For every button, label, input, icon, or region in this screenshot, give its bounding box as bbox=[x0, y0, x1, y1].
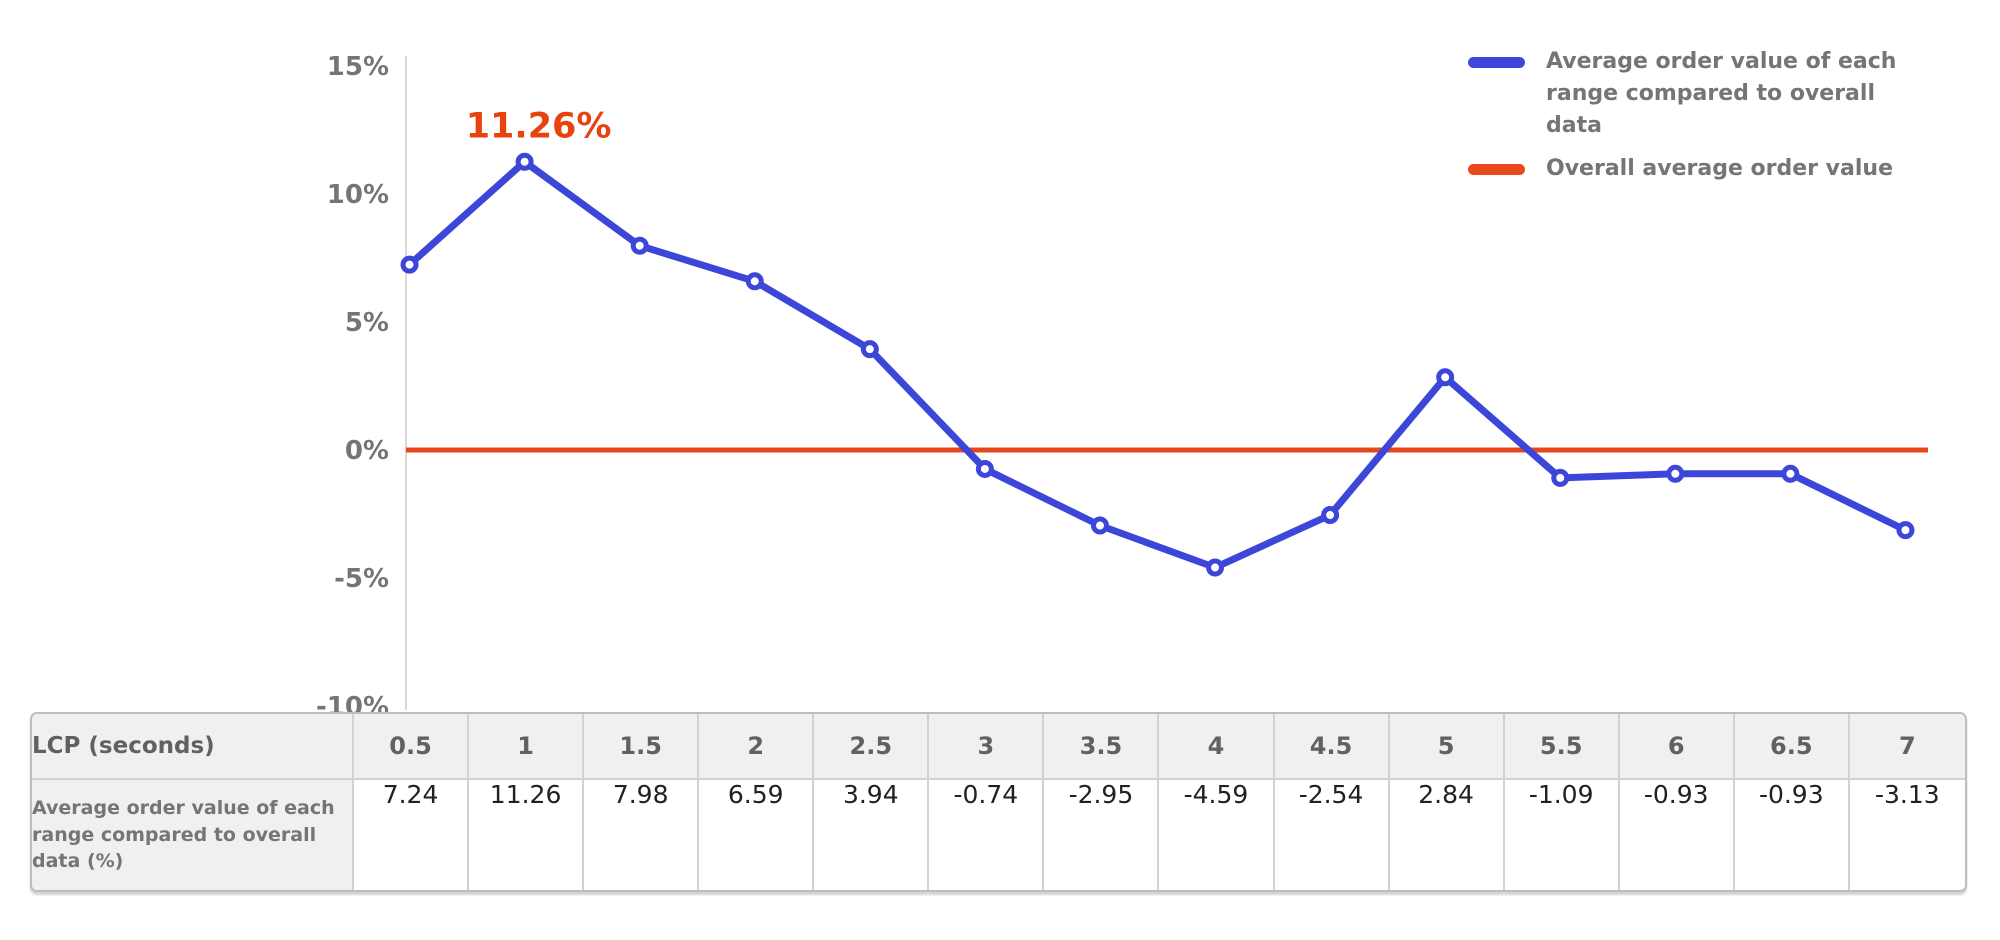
table-header-lcp-value: 5 bbox=[1389, 714, 1505, 780]
data-point-marker bbox=[400, 255, 419, 274]
y-axis-tick-label: 10% bbox=[327, 180, 389, 210]
table-header-lcp-value: 1.5 bbox=[584, 714, 700, 780]
table-cell-value: -1.09 bbox=[1504, 780, 1620, 890]
table-cell-value: 6.59 bbox=[699, 780, 815, 890]
table-header-lcp-value: 1 bbox=[469, 714, 585, 780]
table-header-lcp-value: 4.5 bbox=[1274, 714, 1390, 780]
table-header-lcp-value: 3 bbox=[929, 714, 1045, 780]
y-axis-tick-label: -10% bbox=[316, 692, 389, 712]
y-axis-tick-label: -5% bbox=[334, 564, 389, 594]
table-header-lcp-value: 4 bbox=[1159, 714, 1275, 780]
table-header-lcp-value: 6 bbox=[1619, 714, 1735, 780]
table-header-lcp-value: 0.5 bbox=[354, 714, 470, 780]
table-header-lcp-value: 7 bbox=[1849, 714, 1965, 780]
data-point-marker bbox=[1090, 516, 1109, 535]
table-header-lcp-value: 2.5 bbox=[814, 714, 930, 780]
data-point-marker bbox=[515, 152, 534, 171]
table-cell-value: 3.94 bbox=[814, 780, 930, 890]
table-row-label: Average order value of each range compar… bbox=[32, 780, 354, 890]
legend-label-range-aov: Average order value of each range compar… bbox=[1546, 49, 1897, 138]
data-point-marker bbox=[975, 459, 994, 478]
data-point-marker bbox=[1551, 468, 1570, 487]
legend-swatch-blue-line bbox=[1468, 57, 1525, 68]
data-point-marker bbox=[860, 340, 879, 359]
aov-range-line bbox=[406, 158, 1909, 572]
table-header-row: LCP (seconds) 0.5 1 1.5 2 2.5 3 3.5 4 4.5 5 5.5 6 6.5… bbox=[32, 714, 1965, 780]
data-point-marker bbox=[745, 272, 764, 291]
data-point-marker bbox=[1781, 464, 1800, 483]
table-cell-value: 7.98 bbox=[584, 780, 700, 890]
data-point-marker bbox=[1896, 521, 1915, 540]
table-header-lcp-label: LCP (seconds) bbox=[32, 714, 354, 780]
y-axis-tick-label: 0% bbox=[345, 436, 389, 466]
data-point-marker bbox=[1321, 506, 1340, 525]
table-value-row: Average order value of each range compar… bbox=[32, 780, 1965, 890]
y-axis-tick-label: 15% bbox=[327, 52, 389, 82]
legend-swatch-red-line bbox=[1468, 164, 1525, 175]
y-axis-tick-label: 5% bbox=[345, 308, 389, 338]
table-cell-value: -3.13 bbox=[1849, 780, 1965, 890]
table-header-lcp-value: 3.5 bbox=[1044, 714, 1160, 780]
peak-value-annotation: 11.26% bbox=[466, 107, 612, 147]
data-point-marker bbox=[1206, 558, 1225, 577]
lcp-data-table: LCP (seconds) 0.5 1 1.5 2 2.5 3 3.5 4 4.5 5 5.5 6 6.5… bbox=[30, 712, 1967, 892]
table-cell-value: -2.95 bbox=[1044, 780, 1160, 890]
table-cell-value: -0.93 bbox=[1734, 780, 1850, 890]
legend-item-range-aov: Average order value of each range compar… bbox=[1468, 46, 1928, 142]
data-point-marker bbox=[630, 236, 649, 255]
table-cell-value: -4.59 bbox=[1159, 780, 1275, 890]
table-header-lcp-value: 5.5 bbox=[1504, 714, 1620, 780]
table-cell-value: 2.84 bbox=[1389, 780, 1505, 890]
table-cell-value: -0.93 bbox=[1619, 780, 1735, 890]
table-cell-value: -0.74 bbox=[929, 780, 1045, 890]
table-header-lcp-value: 2 bbox=[699, 714, 815, 780]
table-cell-value: 7.24 bbox=[354, 780, 470, 890]
line-chart: 15% 10% 5% 0% -5% -10% 11.26% bbox=[316, 52, 1928, 712]
table-cell-value: 11.26 bbox=[469, 780, 585, 890]
table-header-lcp-value: 6.5 bbox=[1734, 714, 1850, 780]
table-cell-value: -2.54 bbox=[1274, 780, 1390, 890]
legend-item-overall-aov: Overall average order value bbox=[1468, 153, 1928, 185]
data-point-marker bbox=[1436, 368, 1455, 387]
chart-legend: Average order value of each range compar… bbox=[1468, 46, 1928, 185]
data-point-marker bbox=[1666, 464, 1685, 483]
legend-label-overall-aov: Overall average order value bbox=[1546, 156, 1893, 181]
